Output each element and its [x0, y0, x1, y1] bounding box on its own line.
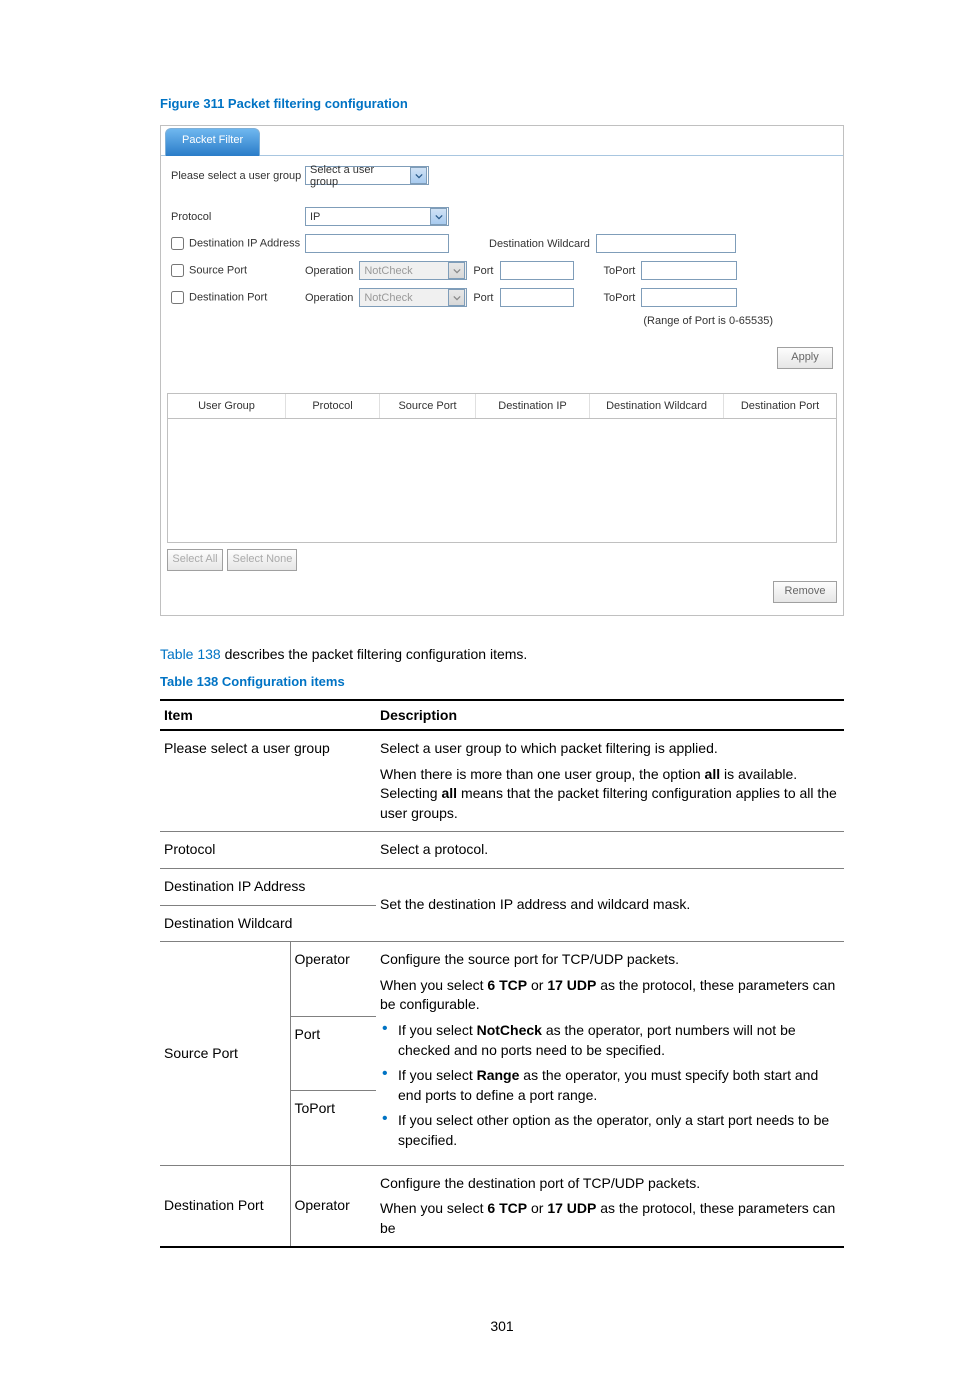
- input-src-toport[interactable]: [641, 261, 737, 280]
- checkbox-source-port[interactable]: [171, 264, 184, 277]
- chevron-down-icon: [410, 167, 427, 184]
- select-all-button[interactable]: Select All: [167, 549, 223, 571]
- select-src-operation-value: NotCheck: [360, 265, 447, 277]
- panel-packet-filter: Packet Filter Please select a user group…: [160, 125, 844, 616]
- select-none-button[interactable]: Select None: [227, 549, 297, 571]
- input-dst-port[interactable]: [500, 288, 574, 307]
- chevron-down-icon: [448, 289, 465, 306]
- label-operation-src: Operation: [305, 265, 353, 277]
- remove-button[interactable]: Remove: [773, 581, 837, 603]
- input-dst-toport[interactable]: [641, 288, 737, 307]
- table-intro: Table 138 describes the packet filtering…: [160, 646, 844, 662]
- cell-desc: Set the destination IP address and wildc…: [376, 868, 844, 941]
- input-src-port[interactable]: [500, 261, 574, 280]
- label-dest-wildcard: Destination Wildcard: [489, 238, 590, 250]
- chevron-down-icon: [448, 262, 465, 279]
- cell-item: Destination IP Address: [160, 868, 376, 905]
- filter-table: User Group Protocol Source Port Destinat…: [167, 393, 837, 543]
- label-select-user-group: Please select a user group: [171, 170, 305, 182]
- cell-desc: Configure the destination port of TCP/UD…: [376, 1165, 844, 1247]
- table-title: Table 138 Configuration items: [160, 674, 844, 689]
- cell-sub: Port: [290, 1016, 376, 1090]
- label-dest-ip: Destination IP Address: [189, 237, 300, 249]
- label-src-port: Port: [473, 265, 493, 277]
- cell-sub: Operator: [290, 1165, 376, 1247]
- chevron-down-icon: [430, 208, 447, 225]
- th-user-group[interactable]: User Group: [168, 394, 286, 418]
- cell-item: Destination Port: [160, 1165, 290, 1247]
- cell-desc: Select a protocol.: [376, 832, 844, 869]
- label-dest-port: Destination Port: [189, 291, 267, 303]
- tab-row: Packet Filter: [161, 126, 843, 156]
- label-source-port: Source Port: [189, 264, 247, 276]
- page-number: 301: [160, 1318, 844, 1334]
- cell-item: Protocol: [160, 832, 376, 869]
- cell-sub: Operator: [290, 942, 376, 1016]
- th-dest-ip[interactable]: Destination IP: [476, 394, 590, 418]
- cell-desc: Configure the source port for TCP/UDP pa…: [376, 942, 844, 1165]
- select-dst-operation-value: NotCheck: [360, 292, 447, 304]
- th-source-port[interactable]: Source Port: [380, 394, 476, 418]
- apply-button[interactable]: Apply: [777, 347, 833, 369]
- th-description: Description: [376, 700, 844, 730]
- select-user-group[interactable]: Select a user group: [305, 166, 429, 185]
- configuration-table: Item Description Please select a user gr…: [160, 699, 844, 1248]
- select-dst-operation[interactable]: NotCheck: [359, 288, 467, 307]
- cell-item: Destination Wildcard: [160, 905, 376, 942]
- th-protocol[interactable]: Protocol: [286, 394, 380, 418]
- th-dest-port[interactable]: Destination Port: [724, 394, 836, 418]
- tab-packet-filter[interactable]: Packet Filter: [165, 128, 260, 156]
- cell-desc: Select a user group to which packet filt…: [376, 730, 844, 832]
- input-dest-ip[interactable]: [305, 234, 449, 253]
- input-dest-wildcard[interactable]: [596, 234, 736, 253]
- th-dest-wildcard[interactable]: Destination Wildcard: [590, 394, 724, 418]
- select-protocol[interactable]: IP: [305, 207, 449, 226]
- label-dst-port: Port: [473, 292, 493, 304]
- cell-item: Please select a user group: [160, 730, 376, 832]
- th-item: Item: [160, 700, 376, 730]
- label-operation-dst: Operation: [305, 292, 353, 304]
- select-protocol-value: IP: [306, 211, 429, 223]
- label-protocol: Protocol: [171, 211, 305, 223]
- label-dst-toport: ToPort: [604, 292, 636, 304]
- cell-sub: ToPort: [290, 1091, 376, 1165]
- hint-port-range: (Range of Port is 0-65535): [643, 315, 773, 327]
- table-ref-link[interactable]: Table 138: [160, 646, 221, 662]
- select-src-operation[interactable]: NotCheck: [359, 261, 467, 280]
- cell-item: Source Port: [160, 942, 290, 1165]
- figure-title: Figure 311 Packet filtering configuratio…: [160, 96, 844, 111]
- select-user-group-value: Select a user group: [306, 164, 409, 188]
- label-src-toport: ToPort: [604, 265, 636, 277]
- checkbox-dest-ip[interactable]: [171, 237, 184, 250]
- checkbox-dest-port[interactable]: [171, 291, 184, 304]
